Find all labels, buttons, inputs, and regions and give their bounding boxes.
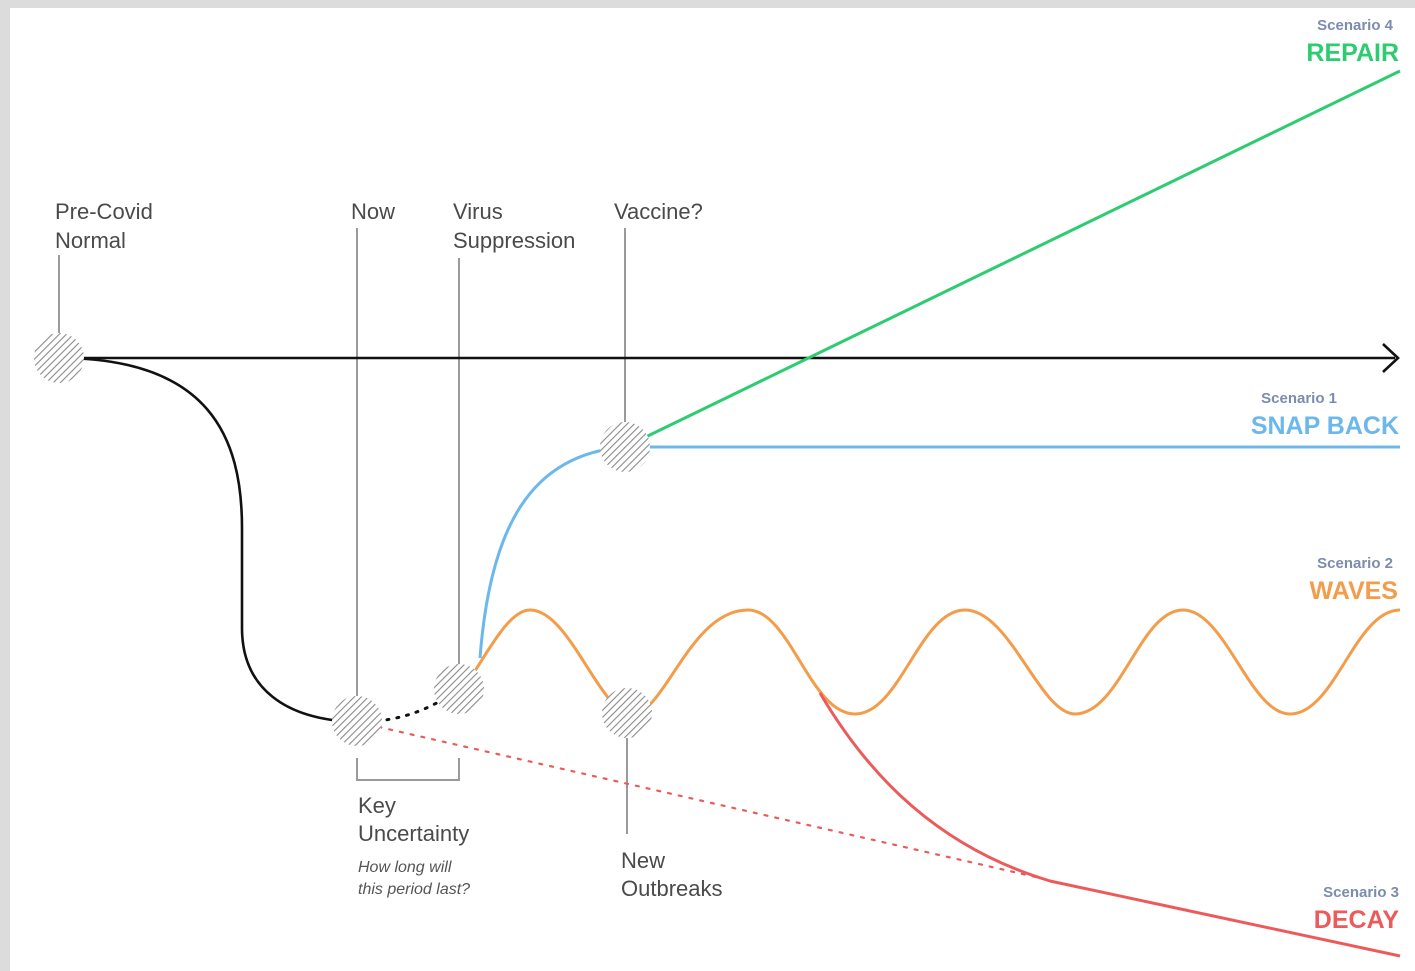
label-virus-2: Suppression	[453, 228, 575, 253]
scenario-4-name: REPAIR	[1306, 39, 1399, 67]
label-virus-1: Virus	[453, 199, 503, 224]
scenario-1-name: SNAP BACK	[1251, 412, 1399, 440]
label-key-uncertainty-1: Key	[358, 793, 396, 818]
milestone-pre-covid	[34, 333, 84, 383]
scenario-1-number: Scenario 1	[1261, 390, 1337, 407]
label-new-outbreaks-2: Outbreaks	[621, 876, 723, 901]
label-pre-covid-1: Pre-Covid	[55, 199, 153, 224]
milestone-now	[332, 696, 382, 746]
scenario-3-name: DECAY	[1314, 906, 1400, 934]
diagram-frame: Pre-Covid Normal Now Virus Suppression V…	[10, 8, 1415, 971]
label-now: Now	[351, 199, 395, 224]
label-key-uncertainty-2: Uncertainty	[358, 821, 469, 846]
snap-back-curve	[478, 445, 1400, 659]
scenario-diagram: Pre-Covid Normal Now Virus Suppression V…	[34, 17, 1401, 958]
milestone-vaccine	[600, 422, 650, 472]
scenario-4-number: Scenario 4	[1317, 17, 1394, 34]
note-key-uncertainty-2: this period last?	[358, 881, 470, 898]
label-pre-covid-2: Normal	[55, 228, 126, 253]
milestone-new-outbreaks	[602, 688, 652, 738]
time-axis-arrow	[1382, 343, 1400, 373]
decline-curve	[58, 356, 358, 724]
label-vaccine: Vaccine?	[614, 199, 703, 224]
label-new-outbreaks-1: New	[621, 848, 665, 873]
scenario-2-number: Scenario 2	[1317, 555, 1393, 572]
decay-curve	[818, 692, 1401, 958]
milestone-virus-suppression	[434, 664, 484, 714]
scenario-3-number: Scenario 3	[1323, 884, 1399, 901]
note-key-uncertainty-1: How long will	[358, 859, 452, 876]
decay-dotted-line	[355, 720, 1042, 880]
repair-line	[624, 69, 1401, 449]
scenario-2-name: WAVES	[1310, 577, 1398, 605]
key-uncertainty-bracket	[356, 758, 460, 781]
